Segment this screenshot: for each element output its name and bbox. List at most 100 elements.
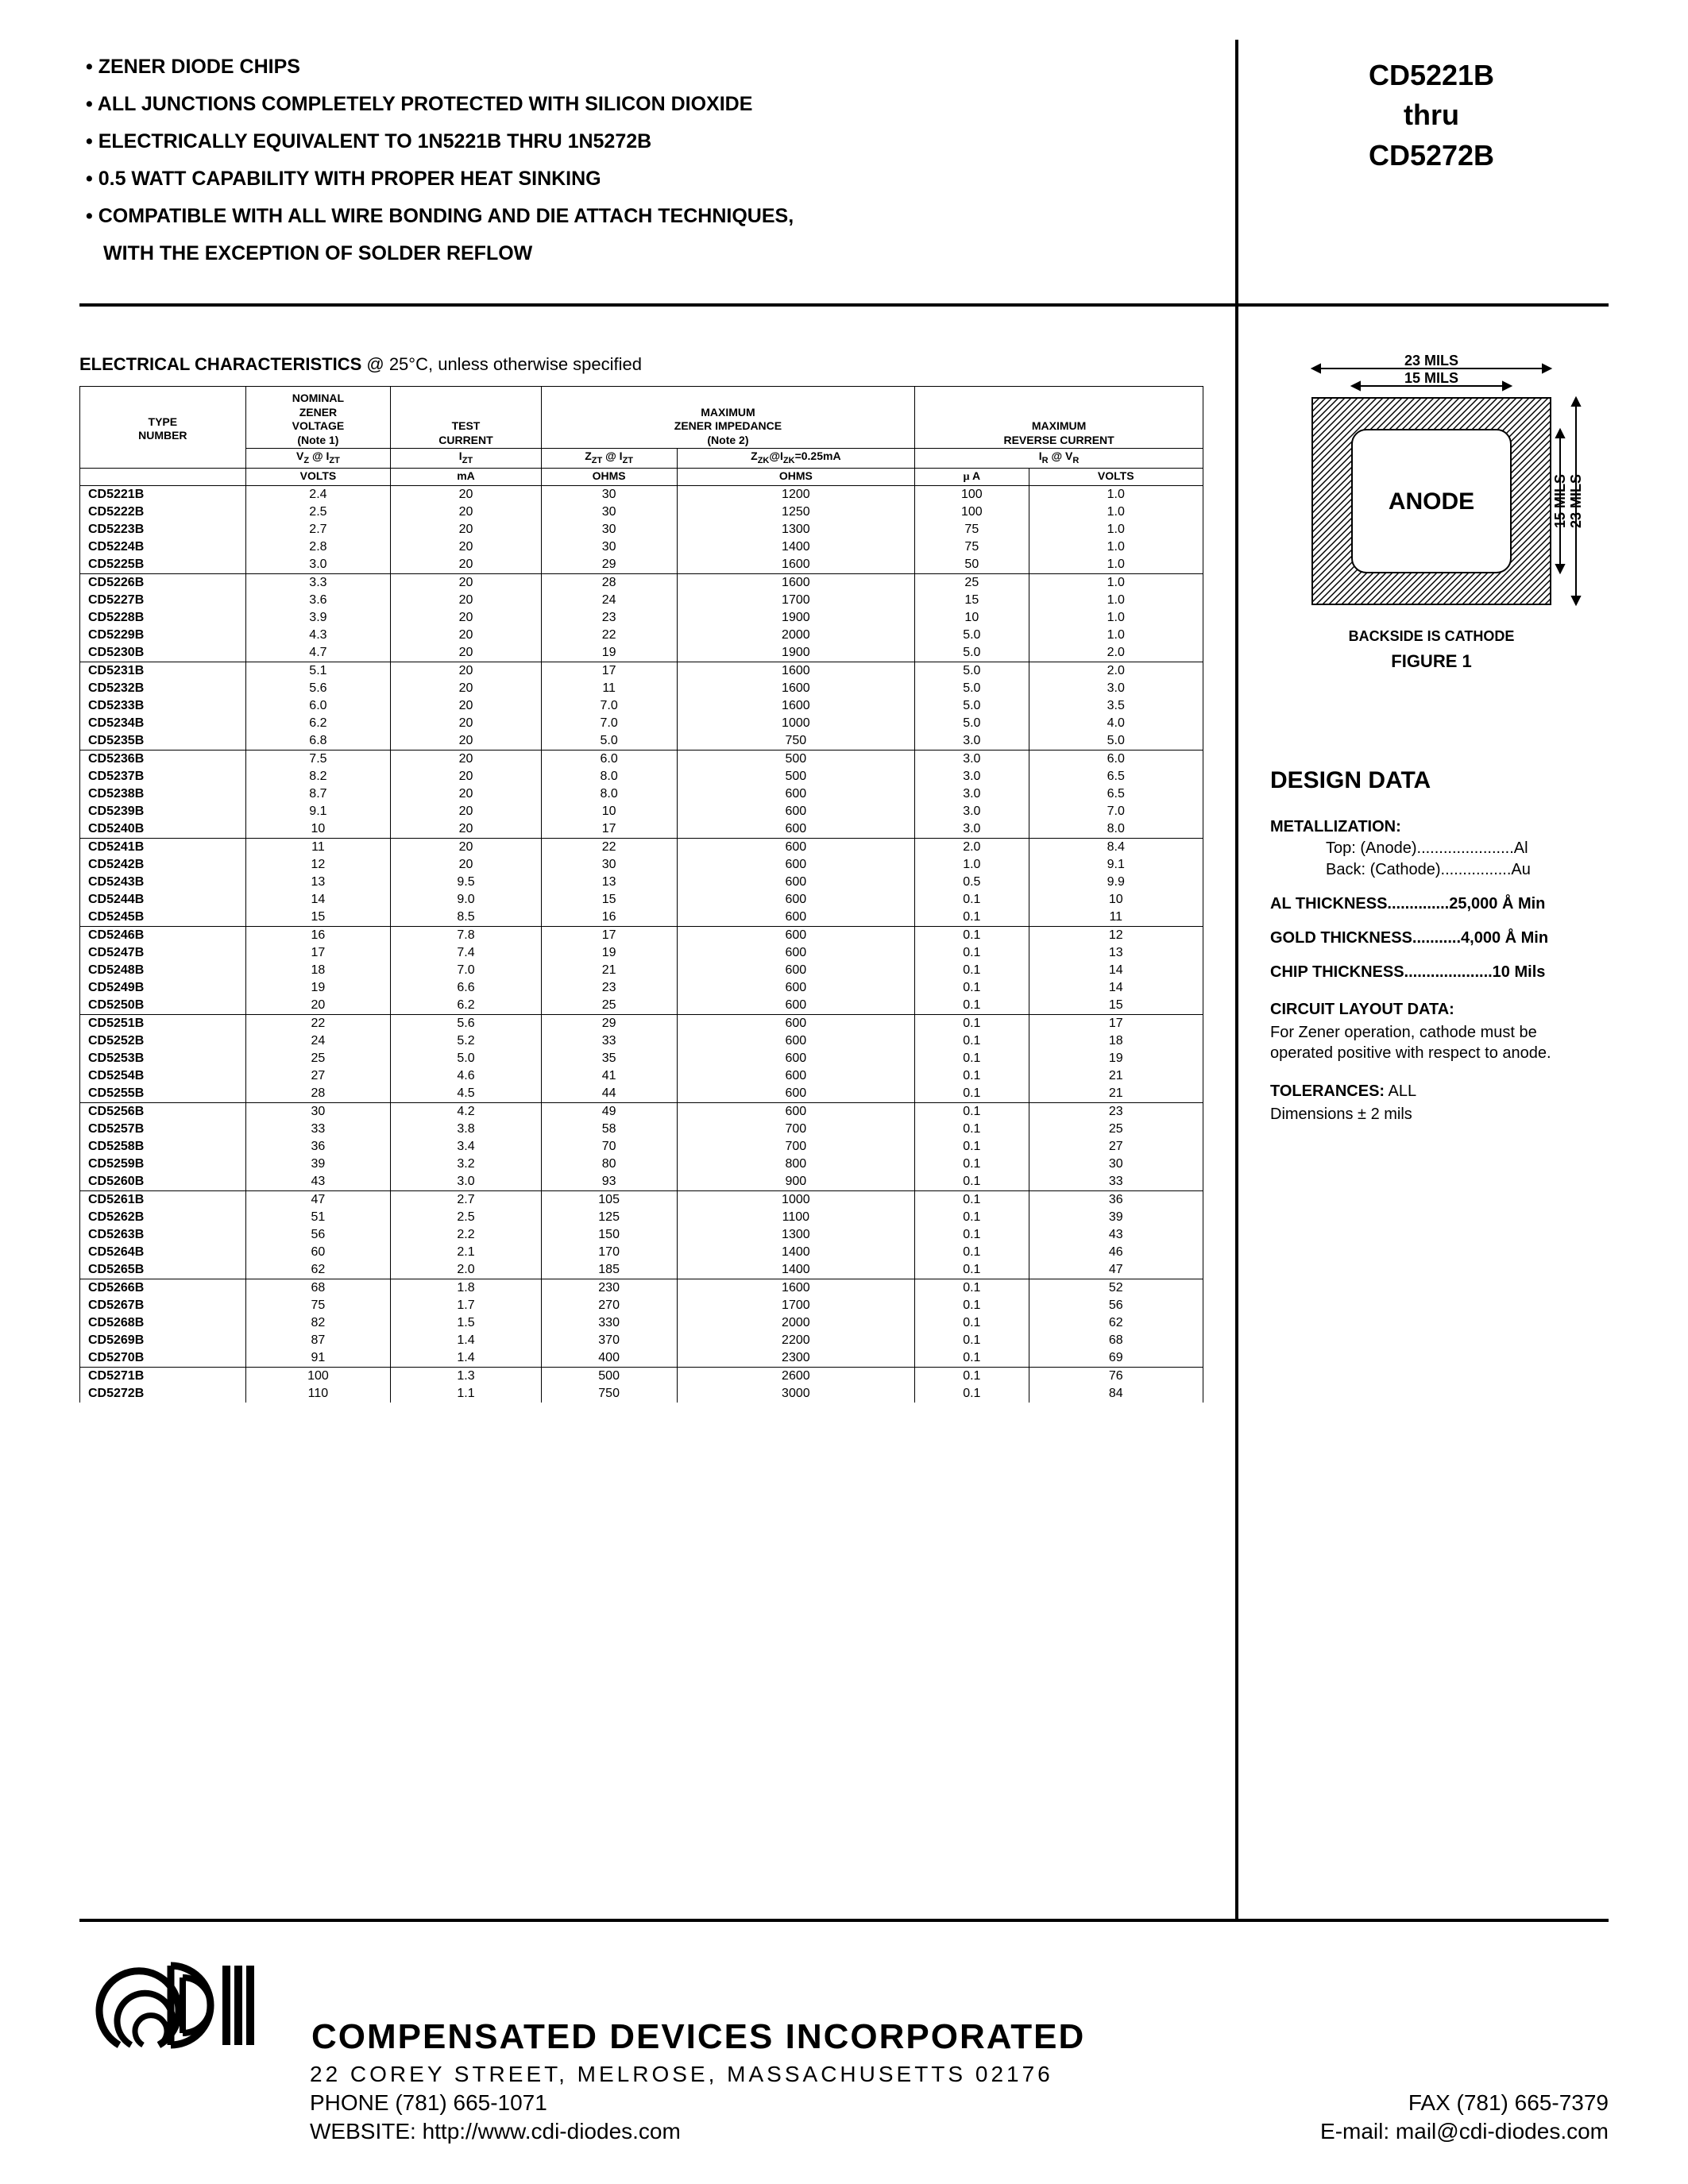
table-cell: 18 [245, 962, 391, 979]
table-cell: 0.5 [915, 874, 1029, 891]
table-cell: 1600 [677, 556, 915, 574]
table-cell: 1700 [677, 1297, 915, 1314]
table-row: CD5236B7.5206.05003.06.0 [80, 751, 1203, 769]
table-cell: 600 [677, 839, 915, 857]
table-cell: CD5253B [80, 1050, 246, 1067]
table-cell: 1400 [677, 1244, 915, 1261]
table-cell: 5.2 [391, 1032, 542, 1050]
table-cell: 750 [677, 732, 915, 751]
table-cell: CD5261B [80, 1191, 246, 1210]
table-cell: 0.1 [915, 1314, 1029, 1332]
anode-diagram: 23 MILS 15 MILS ANODE 23 MILS 1 [1280, 354, 1582, 616]
table-row: CD5238B8.7208.06003.06.5 [80, 785, 1203, 803]
table-cell: 3.0 [915, 751, 1029, 769]
table-cell: 87 [245, 1332, 391, 1349]
table-cell: 52 [1029, 1279, 1203, 1298]
table-cell: 3.0 [1029, 680, 1203, 697]
table-cell: 3.0 [391, 1173, 542, 1191]
table-cell: 600 [677, 856, 915, 874]
table-cell: 29 [541, 556, 677, 574]
table-cell: 91 [245, 1349, 391, 1368]
table-cell: 2.4 [245, 486, 391, 504]
table-cell: CD5233B [80, 697, 246, 715]
company-address: 22 COREY STREET, MELROSE, MASSACHUSETTS … [310, 2062, 1609, 2087]
table-cell: CD5242B [80, 856, 246, 874]
table-cell: 1600 [677, 697, 915, 715]
feature-item-cont: WITH THE EXCEPTION OF SOLDER REFLOW [79, 242, 1203, 265]
table-cell: 5.6 [391, 1015, 542, 1033]
table-cell: CD5226B [80, 574, 246, 592]
table-cell: 1900 [677, 644, 915, 662]
table-cell: 1700 [677, 592, 915, 609]
unit-ohms2: OHMS [677, 468, 915, 486]
table-cell: 9.9 [1029, 874, 1203, 891]
subcol-zzt: ZZT @ IZT [541, 449, 677, 469]
table-cell: 0.1 [915, 1297, 1029, 1314]
table-cell: 6.2 [245, 715, 391, 732]
table-cell: 2.0 [391, 1261, 542, 1279]
table-cell: 16 [245, 927, 391, 945]
company-fax: FAX (781) 665-7379 [1408, 2090, 1609, 2116]
table-cell: 0.1 [915, 1261, 1029, 1279]
table-cell: 33 [1029, 1173, 1203, 1191]
table-cell: CD5240B [80, 820, 246, 839]
table-cell: 20 [391, 556, 542, 574]
table-cell: 8.5 [391, 909, 542, 927]
table-cell: CD5249B [80, 979, 246, 997]
table-cell: 0.1 [915, 1209, 1029, 1226]
table-cell: CD5262B [80, 1209, 246, 1226]
table-cell: 1.0 [1029, 574, 1203, 592]
table-cell: 29 [541, 1015, 677, 1033]
table-cell: 0.1 [915, 1385, 1029, 1403]
table-cell: 30 [541, 504, 677, 521]
part-range-box: CD5221B thru CD5272B [1235, 40, 1609, 303]
table-cell: CD5232B [80, 680, 246, 697]
table-cell: 62 [1029, 1314, 1203, 1332]
table-cell: 75 [245, 1297, 391, 1314]
metallization-back: Back: (Cathode)................Au [1270, 861, 1593, 879]
table-cell: 0.1 [915, 962, 1029, 979]
subcol-ir: IR @ VR [915, 449, 1203, 469]
table-cell: CD5251B [80, 1015, 246, 1033]
table-cell: 3.3 [245, 574, 391, 592]
table-cell: 1400 [677, 1261, 915, 1279]
table-cell: 2.0 [1029, 662, 1203, 681]
table-cell: 600 [677, 979, 915, 997]
table-cell: 20 [391, 574, 542, 592]
part-start: CD5221B [1270, 56, 1593, 95]
table-row: CD5222B2.5203012501001.0 [80, 504, 1203, 521]
table-cell: 2.1 [391, 1244, 542, 1261]
table-cell: 2000 [677, 627, 915, 644]
table-row: CD5258B363.4707000.127 [80, 1138, 1203, 1156]
feature-item: • ELECTRICALLY EQUIVALENT TO 1N5221B THR… [79, 130, 1203, 153]
table-row: CD5234B6.2207.010005.04.0 [80, 715, 1203, 732]
table-row: CD5241B1120226002.08.4 [80, 839, 1203, 857]
table-cell: 600 [677, 874, 915, 891]
table-cell: CD5248B [80, 962, 246, 979]
table-cell: 3.4 [391, 1138, 542, 1156]
table-cell: 270 [541, 1297, 677, 1314]
table-cell: 10 [245, 820, 391, 839]
table-cell: 0.1 [915, 1156, 1029, 1173]
col-impedance: MAXIMUMZENER IMPEDANCE(Note 2) [541, 387, 914, 449]
table-row: CD5223B2.720301300751.0 [80, 521, 1203, 538]
table-cell: 30 [541, 538, 677, 556]
table-cell: CD5257B [80, 1121, 246, 1138]
dim-outer-h: 23 MILS [1404, 354, 1458, 369]
col-nominal: NOMINALZENERVOLTAGE(Note 1) [245, 387, 391, 449]
table-cell: 0.1 [915, 1332, 1029, 1349]
table-cell: 0.1 [915, 1050, 1029, 1067]
table-cell: CD5228B [80, 609, 246, 627]
table-cell: CD5231B [80, 662, 246, 681]
table-row: CD5239B9.120106003.07.0 [80, 803, 1203, 820]
table-cell: 30 [1029, 1156, 1203, 1173]
table-cell: 47 [1029, 1261, 1203, 1279]
table-cell: 23 [541, 979, 677, 997]
table-cell: 20 [391, 856, 542, 874]
table-cell: 7.8 [391, 927, 542, 945]
table-cell: CD5255B [80, 1085, 246, 1103]
table-cell: 4.3 [245, 627, 391, 644]
table-cell: CD5270B [80, 1349, 246, 1368]
table-cell: 11 [1029, 909, 1203, 927]
figure-label: FIGURE 1 [1270, 651, 1593, 672]
